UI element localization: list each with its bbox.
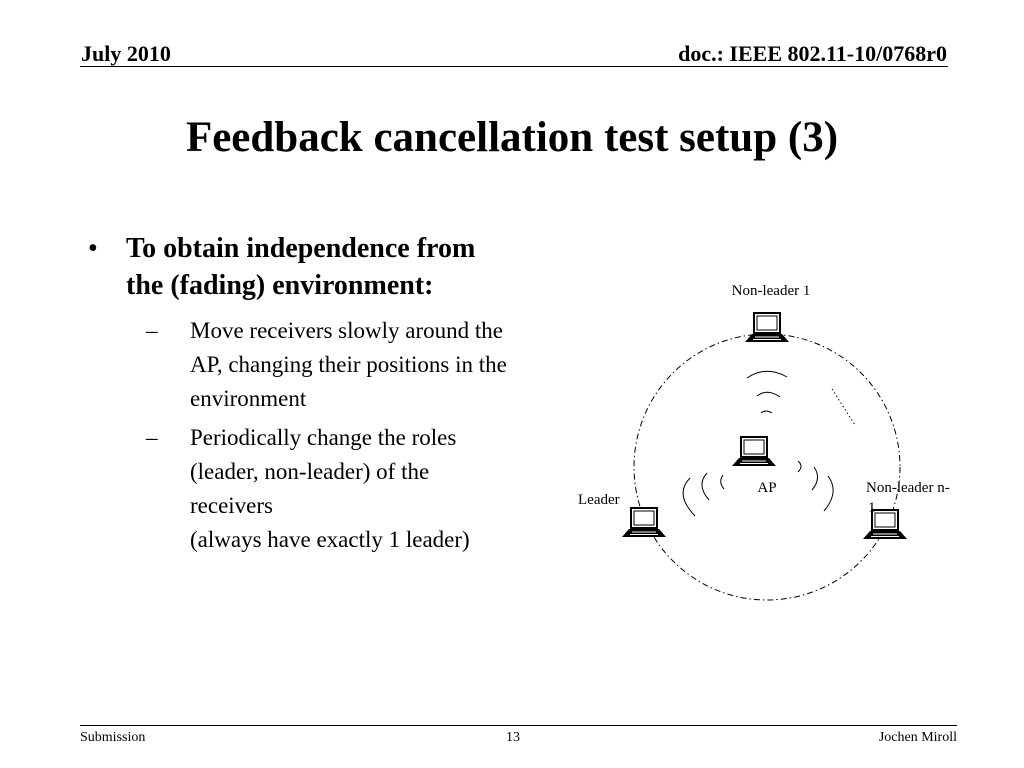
slide-body: • To obtain independence from the (fadin… (88, 230, 598, 562)
sub-point-line: Move receivers slowly around the (190, 318, 503, 343)
sub-point-line: (always have exactly 1 leader) (190, 527, 470, 552)
label-non-leader-1: Non-leader 1 (732, 283, 811, 299)
main-point: • To obtain independence from the (fadin… (88, 230, 598, 304)
dash-icon: – (146, 425, 158, 450)
footer-divider (80, 725, 957, 726)
bullet-icon: • (88, 233, 98, 264)
sub-point-change-roles: – Periodically change the roles (leader,… (88, 421, 598, 557)
sub-point-line: environment (190, 386, 307, 411)
wifi-wave-icon (797, 460, 834, 512)
main-point-line: the (fading) environment: (126, 270, 434, 301)
header-divider (80, 66, 948, 67)
network-diagram: Non-leader 1 AP Leader Non-leader n- 1 (578, 283, 950, 601)
label-non-leader-n-1-cont: 1 (868, 500, 876, 516)
sub-point-line: (leader, non-leader) of the (190, 459, 430, 484)
sub-point-line: receivers (190, 493, 273, 518)
sub-point-line: AP, changing their positions in the (190, 352, 507, 377)
laptop-icon (731, 436, 777, 467)
wifi-wave-icon (746, 370, 788, 414)
label-leader: Leader (578, 492, 620, 508)
coverage-circle (633, 333, 901, 601)
footer-page-number: 13 (506, 730, 520, 745)
label-non-leader-n-1: Non-leader n- (866, 480, 950, 496)
sub-point-line: Periodically change the roles (190, 425, 457, 450)
header-date: July 2010 (81, 41, 171, 66)
laptop-icon (621, 507, 667, 538)
slide-title: Feedback cancellation test setup (3) (185, 114, 839, 161)
footer-submission: Submission (80, 730, 146, 745)
footer-author: Jochen Miroll (878, 730, 957, 745)
label-ap: AP (757, 480, 776, 496)
dash-icon: – (146, 318, 158, 343)
header-doc-id: doc.: IEEE 802.11-10/0768r0 (678, 41, 947, 66)
movement-path-line (831, 388, 856, 426)
laptop-icon (744, 312, 790, 343)
main-point-line: To obtain independence from (126, 233, 476, 264)
sub-point-move-receivers: – Move receivers slowly around the AP, c… (88, 314, 598, 416)
wifi-wave-icon (682, 472, 725, 517)
